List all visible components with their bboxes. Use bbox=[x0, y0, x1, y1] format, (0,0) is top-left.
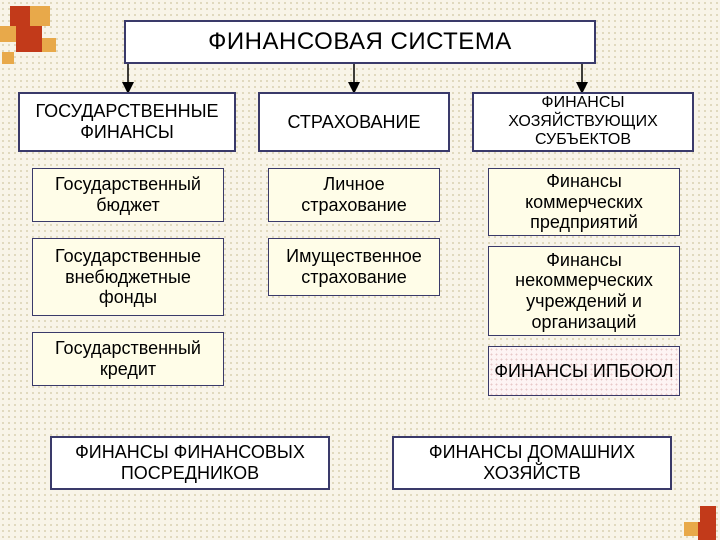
left-item-1: Государственный бюджет bbox=[32, 168, 224, 222]
bottom-right-text: ФИНАНСЫ ДОМАШНИХ ХОЗЯЙСТВ bbox=[398, 442, 666, 483]
mid-item-2: Имущественное страхование bbox=[268, 238, 440, 296]
mid-item-2-text: Имущественное страхование bbox=[273, 246, 435, 287]
col-head-left: ГОСУДАРСТВЕННЫЕ ФИНАНСЫ bbox=[18, 92, 236, 152]
left-item-2: Государственные внебюджетные фонды bbox=[32, 238, 224, 316]
left-item-1-text: Государственный бюджет bbox=[37, 174, 219, 215]
title-box: ФИНАНСОВАЯ СИСТЕМА bbox=[124, 20, 596, 64]
col-head-right-text: ФИНАНСЫ ХОЗЯЙСТВУЮЩИХ СУБЪЕКТОВ bbox=[478, 94, 688, 149]
right-item-3-text: ФИНАНСЫ ИПБОЮЛ bbox=[494, 361, 673, 382]
right-item-3: ФИНАНСЫ ИПБОЮЛ bbox=[488, 346, 680, 396]
right-item-1-text: Финансы коммерческих предприятий bbox=[493, 171, 675, 233]
right-item-1: Финансы коммерческих предприятий bbox=[488, 168, 680, 236]
col-head-mid: СТРАХОВАНИЕ bbox=[258, 92, 450, 152]
col-head-left-text: ГОСУДАРСТВЕННЫЕ ФИНАНСЫ bbox=[24, 101, 230, 142]
col-head-right: ФИНАНСЫ ХОЗЯЙСТВУЮЩИХ СУБЪЕКТОВ bbox=[472, 92, 694, 152]
mid-item-1: Личное страхование bbox=[268, 168, 440, 222]
diagram-content: ФИНАНСОВАЯ СИСТЕМА ГОСУДАРСТВЕННЫЕ ФИНАН… bbox=[0, 0, 720, 540]
right-item-2: Финансы некоммерческих учреждений и орга… bbox=[488, 246, 680, 336]
bottom-left-text: ФИНАНСЫ ФИНАНСОВЫХ ПОСРЕДНИКОВ bbox=[56, 442, 324, 483]
col-head-mid-text: СТРАХОВАНИЕ bbox=[288, 112, 421, 133]
bottom-left: ФИНАНСЫ ФИНАНСОВЫХ ПОСРЕДНИКОВ bbox=[50, 436, 330, 490]
title-text: ФИНАНСОВАЯ СИСТЕМА bbox=[208, 28, 512, 56]
mid-item-1-text: Личное страхование bbox=[273, 174, 435, 215]
left-item-3: Государственный кредит bbox=[32, 332, 224, 386]
right-item-2-text: Финансы некоммерческих учреждений и орга… bbox=[493, 250, 675, 333]
left-item-3-text: Государственный кредит bbox=[37, 338, 219, 379]
left-item-2-text: Государственные внебюджетные фонды bbox=[37, 246, 219, 308]
bottom-right: ФИНАНСЫ ДОМАШНИХ ХОЗЯЙСТВ bbox=[392, 436, 672, 490]
